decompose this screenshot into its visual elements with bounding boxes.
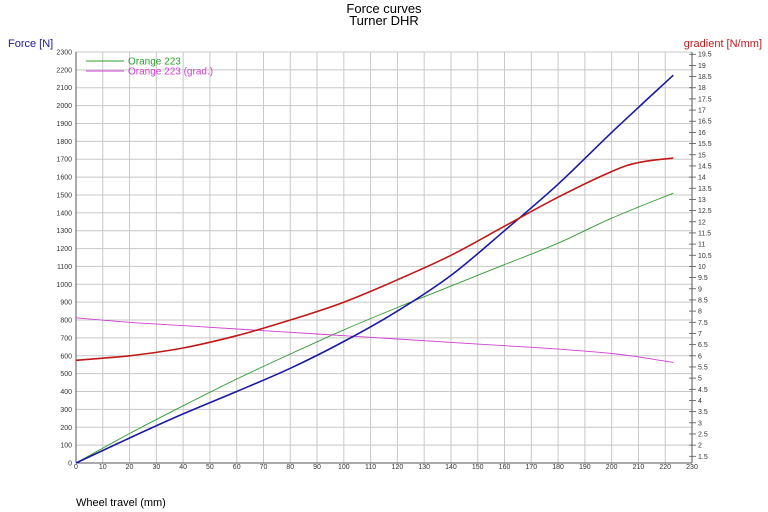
y-tick-label: 1500 bbox=[56, 192, 72, 199]
chart-title: Force curves bbox=[346, 1, 422, 16]
y2-tick-label: 16.5 bbox=[698, 119, 712, 126]
x-tick-label: 140 bbox=[445, 464, 457, 471]
y2-tick-label: 8.5 bbox=[698, 297, 708, 304]
y2-tick-label: 12.5 bbox=[698, 208, 712, 215]
x-tick-label: 190 bbox=[579, 464, 591, 471]
y-tick-label: 2100 bbox=[56, 85, 72, 92]
y-tick-label: 1400 bbox=[56, 210, 72, 217]
y2-tick-label: 10 bbox=[698, 264, 706, 271]
y2-tick-label: 13 bbox=[698, 197, 706, 204]
y2-tick-label: 11 bbox=[698, 242, 705, 249]
y2-tick-label: 8 bbox=[698, 309, 702, 316]
x-tick-label: 210 bbox=[633, 464, 645, 471]
y2-tick-label: 2 bbox=[698, 443, 702, 450]
y-tick-label: 1200 bbox=[56, 246, 72, 253]
x-axis-label: Wheel travel (mm) bbox=[76, 497, 166, 509]
series-line-3 bbox=[75, 157, 674, 362]
y-tick-label: 2300 bbox=[56, 50, 72, 57]
y2-tick-label: 5.5 bbox=[698, 364, 708, 371]
y2-tick-label: 6 bbox=[698, 353, 702, 360]
y2-tick-label: 17 bbox=[698, 108, 706, 115]
legend-label: Orange 223 bbox=[128, 57, 181, 68]
y-tick-label: 1300 bbox=[56, 228, 72, 235]
x-tick-label: 10 bbox=[99, 464, 107, 471]
y2-tick-label: 4 bbox=[698, 398, 702, 405]
x-tick-label: 110 bbox=[365, 464, 376, 471]
y2-tick-label: 12 bbox=[698, 219, 706, 226]
y2-tick-label: 5 bbox=[698, 376, 702, 383]
x-tick-label: 230 bbox=[686, 464, 698, 471]
y-tick-label: 1600 bbox=[56, 175, 72, 182]
y-tick-label: 100 bbox=[60, 443, 72, 450]
y2-tick-label: 14 bbox=[698, 175, 706, 182]
y2-tick-label: 11.5 bbox=[698, 230, 711, 237]
x-tick-label: 20 bbox=[126, 464, 134, 471]
x-tick-label: 130 bbox=[418, 464, 430, 471]
y2-tick-label: 18 bbox=[698, 85, 706, 92]
y2-tick-label: 16 bbox=[698, 130, 706, 137]
x-tick-label: 80 bbox=[286, 464, 294, 471]
y-tick-label: 800 bbox=[60, 318, 72, 325]
y-tick-label: 300 bbox=[60, 407, 72, 414]
y-tick-label: 700 bbox=[60, 335, 72, 342]
x-tick-label: 200 bbox=[606, 464, 618, 471]
y-tick-label: 1100 bbox=[57, 264, 72, 271]
y-tick-label: 0 bbox=[68, 461, 72, 468]
y-tick-label: 900 bbox=[60, 300, 72, 307]
x-tick-label: 120 bbox=[392, 464, 404, 471]
y-tick-label: 1800 bbox=[56, 139, 72, 146]
y2-tick-label: 3 bbox=[698, 420, 702, 427]
series-line-0 bbox=[75, 192, 674, 464]
x-tick-label: 160 bbox=[499, 464, 511, 471]
y-tick-label: 500 bbox=[60, 371, 72, 378]
y2-tick-label: 14.5 bbox=[698, 163, 712, 170]
y2-tick-label: 4.5 bbox=[698, 387, 708, 394]
chart-subtitle: Turner DHR bbox=[349, 13, 419, 28]
x-tick-label: 40 bbox=[179, 464, 187, 471]
y-tick-label: 200 bbox=[60, 425, 72, 432]
y-tick-label: 600 bbox=[60, 353, 72, 360]
x-tick-label: 180 bbox=[552, 464, 564, 471]
y2-tick-label: 19 bbox=[698, 63, 706, 70]
y2-tick-label: 18.5 bbox=[698, 74, 712, 81]
x-tick-label: 220 bbox=[659, 464, 671, 471]
x-tick-label: 90 bbox=[313, 464, 321, 471]
y-tick-label: 1000 bbox=[56, 282, 72, 289]
y2-tick-label: 15 bbox=[698, 152, 706, 159]
x-tick-label: 60 bbox=[233, 464, 241, 471]
y-tick-label: 400 bbox=[60, 389, 72, 396]
y2-tick-label: 7.5 bbox=[698, 320, 708, 327]
y2-tick-label: 9.5 bbox=[698, 275, 708, 282]
y2-tick-label: 19.5 bbox=[698, 52, 712, 59]
y2-tick-label: 10.5 bbox=[698, 253, 712, 260]
x-tick-label: 30 bbox=[152, 464, 160, 471]
y2-tick-label: 3.5 bbox=[698, 409, 708, 416]
y-axis-label: Force [N] bbox=[8, 38, 54, 50]
y-tick-label: 1900 bbox=[56, 121, 72, 128]
y2-tick-label: 15.5 bbox=[698, 141, 712, 148]
y-tick-label: 2200 bbox=[56, 67, 72, 74]
y2-tick-label: 7 bbox=[698, 331, 702, 338]
y2-tick-label: 1.5 bbox=[698, 454, 708, 461]
y2-tick-label: 9 bbox=[698, 286, 702, 293]
legend-label: Orange 223 (grad.) bbox=[128, 67, 213, 78]
x-tick-label: 170 bbox=[525, 464, 537, 471]
y2-tick-label: 6.5 bbox=[698, 342, 708, 349]
x-tick-label: 150 bbox=[472, 464, 484, 471]
y2-tick-label: 17.5 bbox=[698, 96, 712, 103]
x-tick-label: 70 bbox=[260, 464, 268, 471]
series-line-1 bbox=[75, 317, 674, 363]
x-tick-label: 100 bbox=[338, 464, 350, 471]
y-tick-label: 1700 bbox=[56, 157, 72, 164]
x-tick-label: 0 bbox=[74, 464, 78, 471]
y2-axis-label: gradient [N/mm] bbox=[683, 38, 762, 50]
y2-tick-label: 2.5 bbox=[698, 431, 708, 438]
series-line-2 bbox=[75, 74, 674, 464]
x-tick-label: 50 bbox=[206, 464, 214, 471]
y-tick-label: 2000 bbox=[56, 103, 72, 110]
y2-tick-label: 13.5 bbox=[698, 186, 712, 193]
